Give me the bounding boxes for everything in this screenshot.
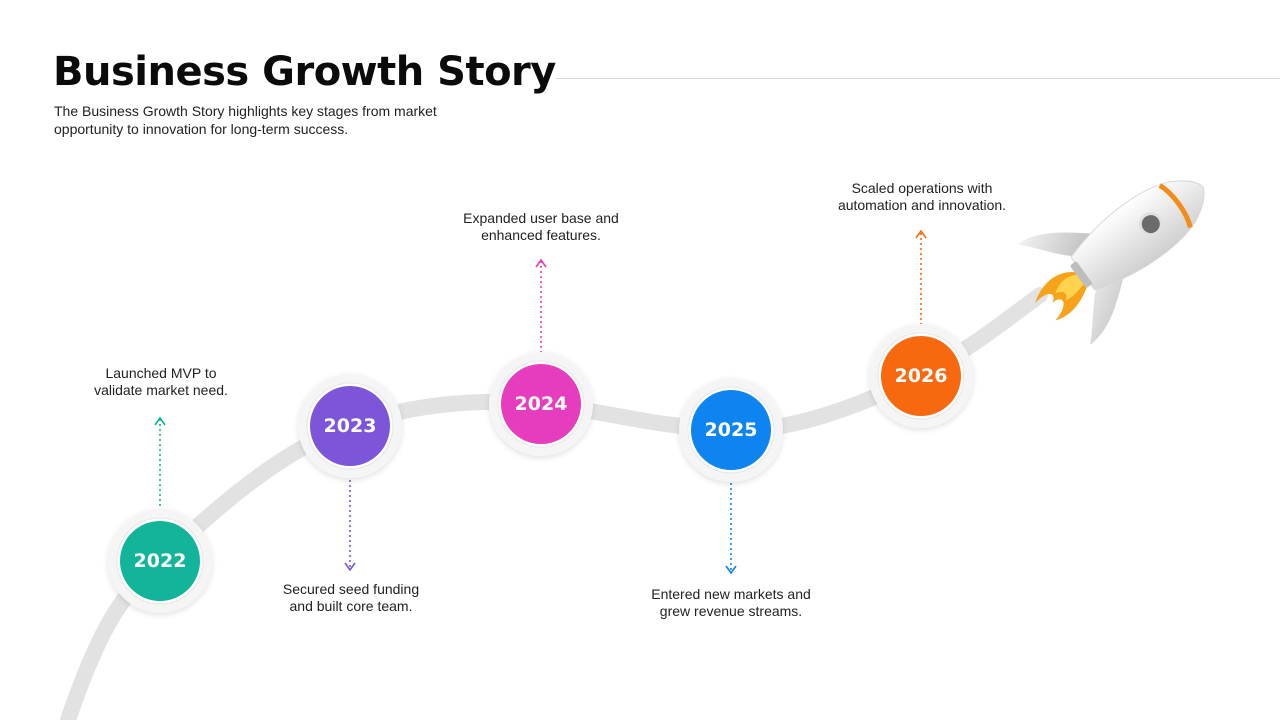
year-label-2023: 2023 <box>323 415 377 437</box>
title-divider <box>556 78 1280 79</box>
milestone-node-2022 <box>108 509 212 613</box>
milestone-text-2024: Expanded user base and enhanced features… <box>463 210 619 243</box>
year-label-2024: 2024 <box>514 393 568 415</box>
year-label-2022: 2022 <box>133 550 187 572</box>
milestone-node-2026 <box>869 324 973 428</box>
rocket-icon <box>1017 180 1205 345</box>
year-label-2025: 2025 <box>704 419 758 441</box>
milestone-node-2023 <box>298 374 402 478</box>
milestone-node-2025 <box>679 378 783 482</box>
milestone-text-2023: Secured seed funding and built core team… <box>282 581 420 614</box>
year-label-2026: 2026 <box>894 365 948 387</box>
connector-2026 <box>915 229 927 339</box>
connector-2023 <box>344 466 356 572</box>
milestone-node-2024 <box>489 352 593 456</box>
milestone-text-2022: Launched MVP to validate market need. <box>94 365 228 398</box>
page-title: Business Growth Story <box>53 49 556 95</box>
milestone-text-2026: Scaled operations with automation and in… <box>837 180 1007 213</box>
connector-2024 <box>535 258 547 367</box>
milestone-text-2025: Entered new markets and grew revenue str… <box>651 586 811 619</box>
connector-2025 <box>725 469 737 575</box>
connector-2022 <box>154 416 166 525</box>
page-subtitle: The Business Growth Story highlights key… <box>54 103 437 137</box>
